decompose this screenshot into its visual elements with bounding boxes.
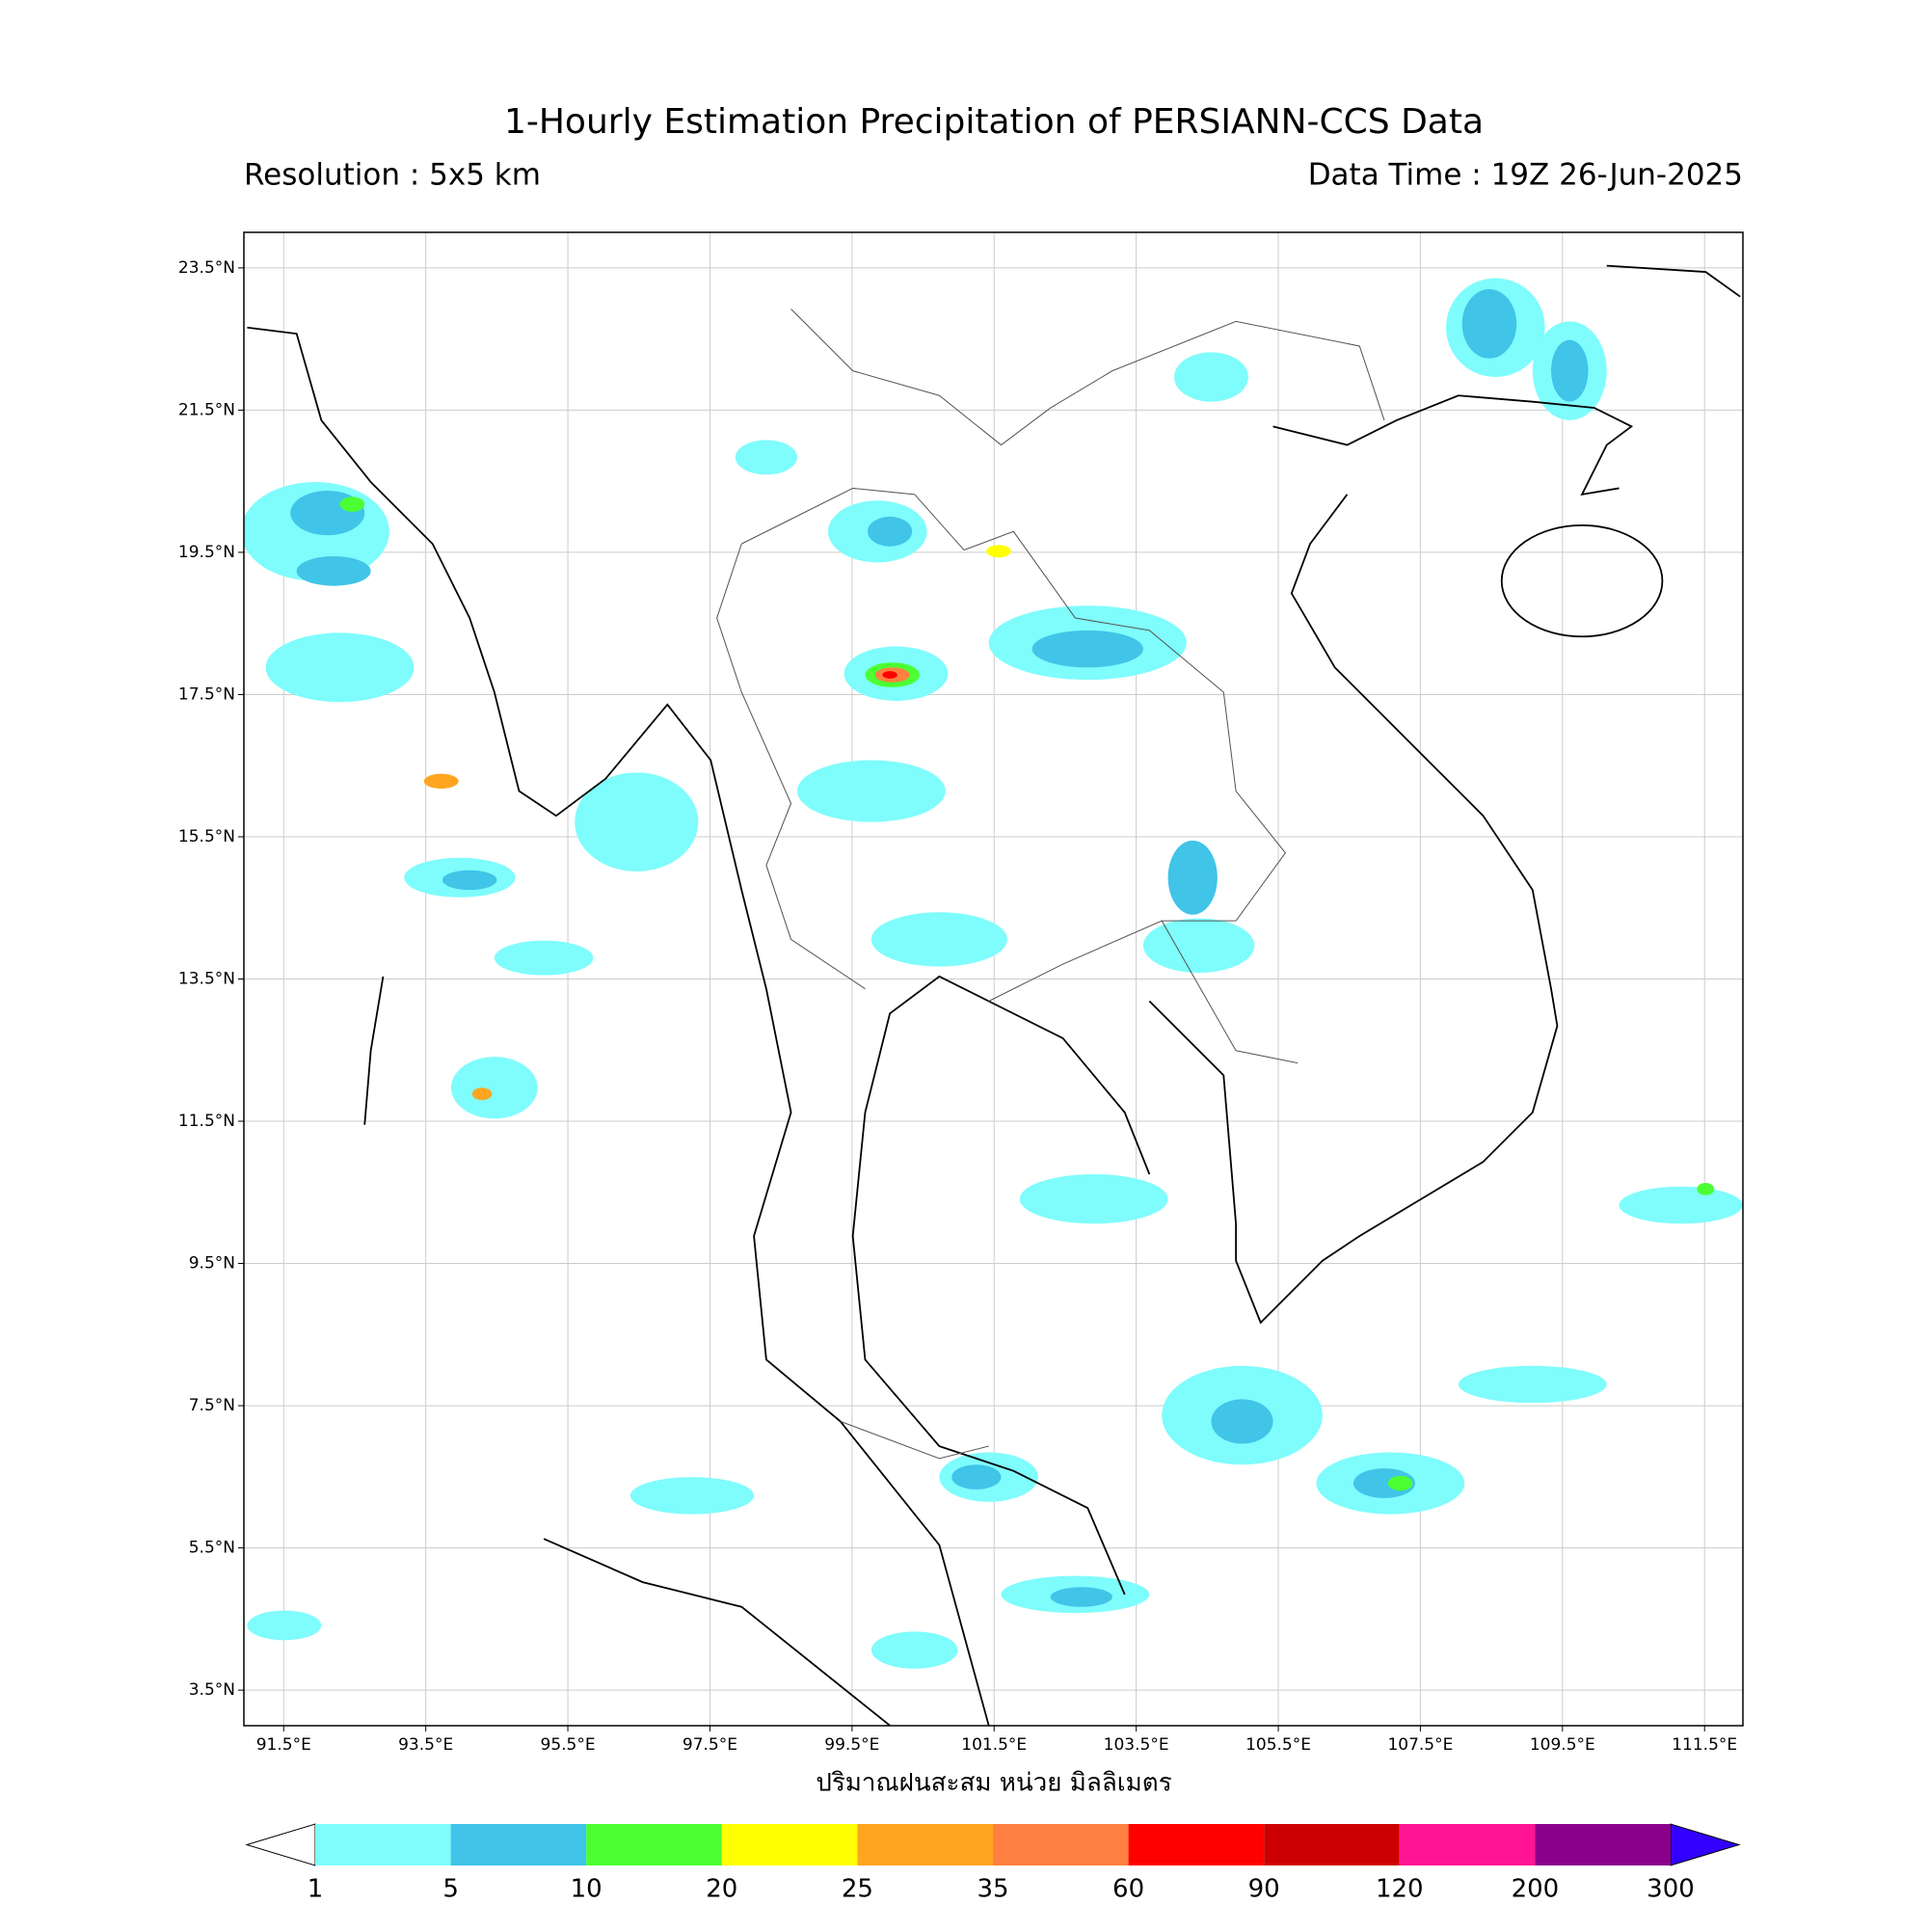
colorbar-label: 25 [842,1875,873,1904]
axis-label: ปริมาณฝนสะสม หน่วย มิลลิเมตร [816,1769,1171,1798]
lon-tick-label: 97.5°E [683,1735,737,1755]
colorbar-label: 200 [1512,1875,1560,1904]
lon-tick-label: 111.5°E [1672,1735,1737,1755]
colorbar-label: 300 [1647,1875,1695,1904]
colorbar-box [315,1824,451,1865]
colorbar-label: 5 [442,1875,459,1904]
lon-tick-label: 91.5°E [256,1735,311,1755]
coastlines [247,264,1741,1726]
colorbar-under [245,1823,316,1866]
lat-tick-label: 5.5°N [189,1539,235,1558]
lat-tick-label: 7.5°N [189,1396,235,1415]
colorbar-box [1264,1824,1400,1865]
rain-light [244,278,1743,1669]
lat-tick-label: 23.5°N [178,258,235,278]
lat-tick-label: 13.5°N [178,970,235,989]
colorbar-box [586,1824,722,1865]
resolution: Resolution : 5x5 km [244,158,541,193]
title: 1-Hourly Estimation Precipitation of PER… [504,102,1484,142]
lon-tick-label: 103.5°E [1104,1735,1169,1755]
colorbar: 1 5 10 20 25 35 60 90 120 200 300 [245,1823,1741,1904]
lat-tick-label: 11.5°N [178,1112,235,1131]
rain-moderate [290,289,1589,1607]
lon-tick-label: 105.5°E [1245,1735,1311,1755]
colorbar-box [993,1824,1129,1865]
colorbar-box [1535,1824,1671,1865]
lat-tick-label: 15.5°N [178,827,235,846]
lat-tick-label: 17.5°N [178,684,235,704]
lat-tick-label: 21.5°N [178,400,235,419]
colorbar-label: 35 [977,1875,1008,1904]
lat-tick-label: 3.5°N [189,1680,235,1700]
colorbar-box [1128,1824,1265,1865]
data-time: Data Time : 19Z 26-Jun-2025 [1308,158,1743,193]
map-content [244,264,1743,1726]
colorbar-box [450,1824,587,1865]
colorbar-over [1670,1823,1741,1866]
colorbar-label: 20 [706,1875,737,1904]
colorbar-label: 120 [1376,1875,1424,1904]
lon-tick-label: 99.5°E [824,1735,879,1755]
lon-tick-label: 93.5°E [398,1735,453,1755]
colorbar-box [1399,1824,1536,1865]
rain-heavy [339,496,1715,1491]
colorbar-label: 90 [1248,1875,1280,1904]
colorbar-label: 60 [1112,1875,1144,1904]
lat-tick-label: 19.5°N [178,543,235,562]
lat-tick-label: 9.5°N [189,1254,235,1274]
colorbar-label: 10 [571,1875,602,1904]
colorbar-box [857,1824,993,1865]
colorbar-box [721,1824,858,1865]
lon-tick-label: 107.5°E [1387,1735,1453,1755]
colorbar-label: 1 [308,1875,324,1904]
lon-tick-label: 109.5°E [1530,1735,1595,1755]
lon-tick-label: 101.5°E [961,1735,1027,1755]
lon-tick-label: 95.5°E [541,1735,596,1755]
map-layer [244,264,1743,1726]
borders [716,309,1385,1460]
grid-layer [244,232,1743,1726]
